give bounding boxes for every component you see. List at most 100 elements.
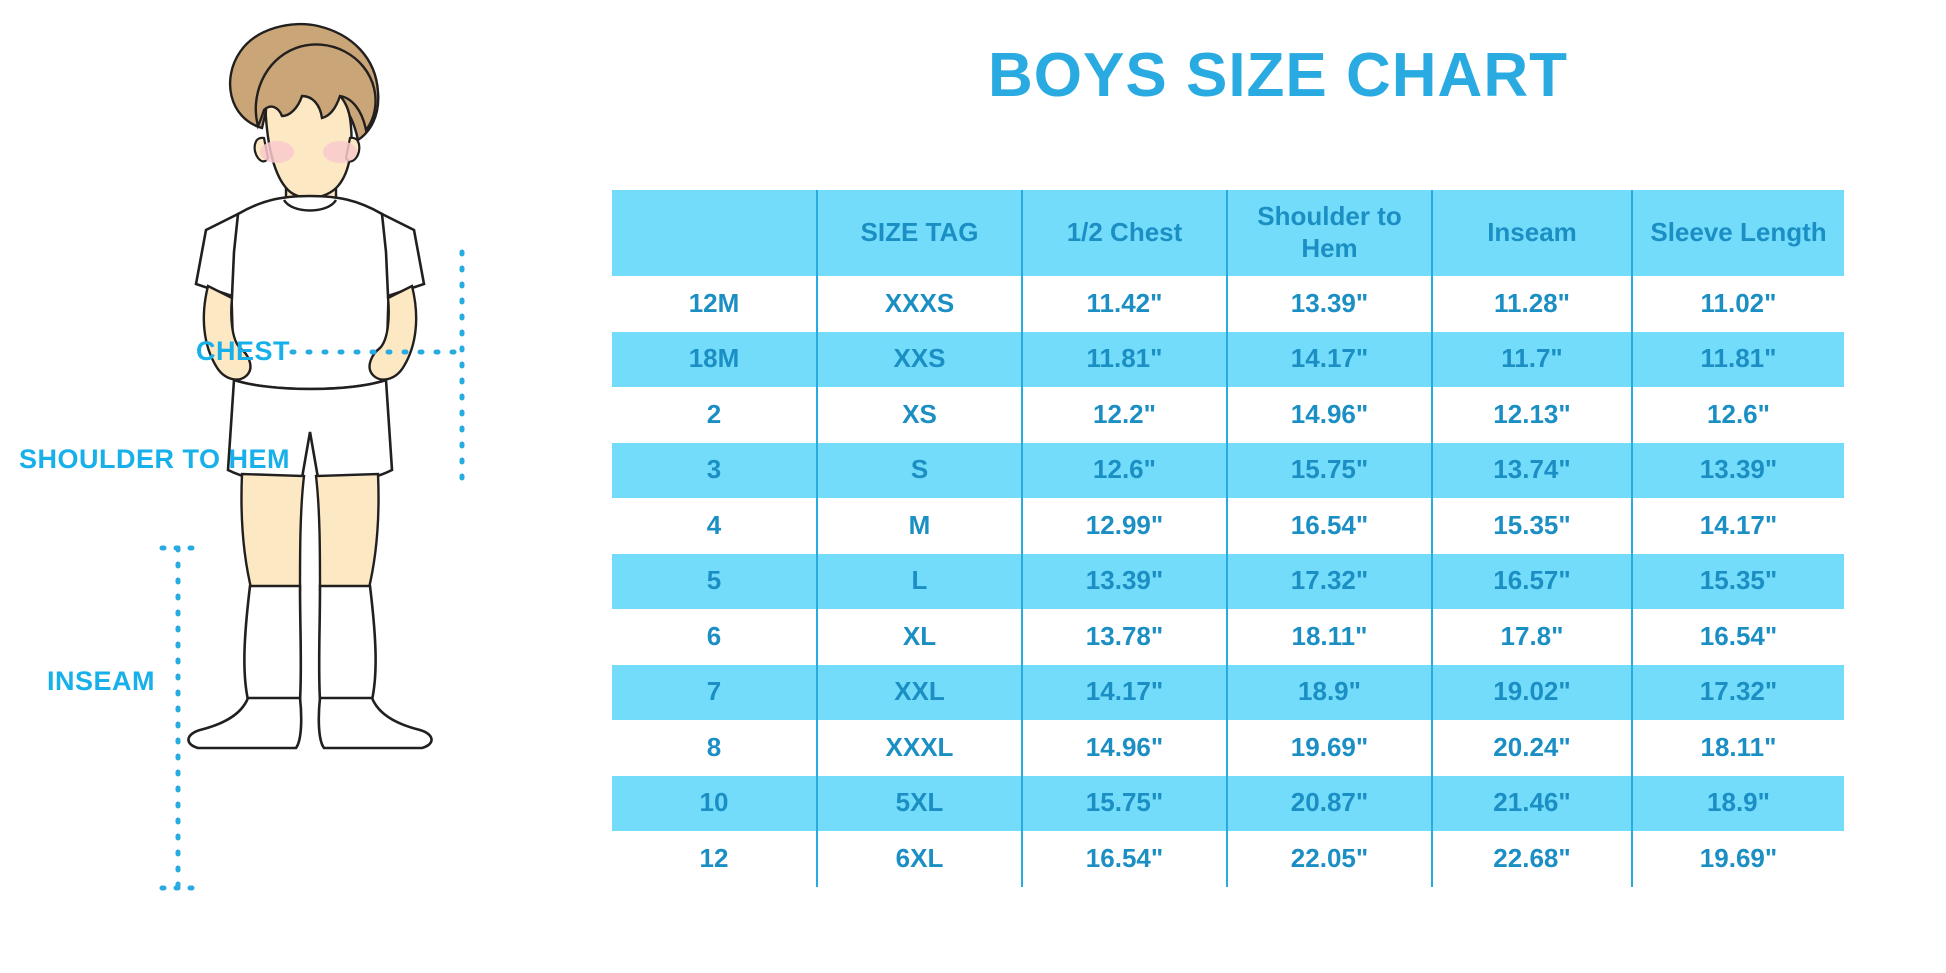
cell-inseam: 16.57"	[1431, 553, 1632, 609]
cell-size-tag: XXXS	[816, 276, 1022, 332]
cell-size: 8	[612, 720, 817, 776]
cell-half-chest: 12.99"	[1021, 498, 1227, 554]
sleeve-right	[380, 211, 426, 298]
cell-sleeve-length: 11.02"	[1631, 276, 1844, 332]
cell-sleeve-length: 19.69"	[1631, 831, 1844, 887]
cell-size: 6	[612, 609, 817, 665]
shoe-right	[317, 696, 433, 750]
table-row: 4 M 12.99" 16.54" 15.35" 14.17"	[612, 498, 1844, 554]
cell-inseam: 20.24"	[1431, 720, 1632, 776]
cell-size: 18M	[612, 331, 817, 387]
hair-front	[254, 43, 377, 133]
cell-size-tag: XXS	[816, 331, 1022, 387]
leg-left	[240, 472, 306, 594]
table-row: 5 L 13.39" 17.32" 16.57" 15.35"	[612, 553, 1844, 609]
cell-half-chest: 12.6"	[1021, 442, 1227, 498]
cell-sleeve-length: 16.54"	[1631, 609, 1844, 665]
size-table-header: SIZE TAG 1/2 Chest Shoulder to Hem Insea…	[612, 190, 1844, 276]
cell-shoulder-to-hem: 14.17"	[1226, 331, 1432, 387]
cell-half-chest: 14.17"	[1021, 664, 1227, 720]
cell-size: 2	[612, 387, 817, 443]
cell-shoulder-to-hem: 18.9"	[1226, 664, 1432, 720]
cell-shoulder-to-hem: 17.32"	[1226, 553, 1432, 609]
cell-half-chest: 12.2"	[1021, 387, 1227, 443]
cheek-left	[260, 141, 294, 163]
sock-right	[317, 584, 377, 702]
cell-half-chest: 14.96"	[1021, 720, 1227, 776]
cell-size: 12M	[612, 276, 817, 332]
cheek-right	[323, 141, 357, 163]
cell-size-tag: M	[816, 498, 1022, 554]
cell-size-tag: XXL	[816, 664, 1022, 720]
cell-shoulder-to-hem: 20.87"	[1226, 775, 1432, 831]
collar	[282, 199, 338, 212]
cell-half-chest: 13.78"	[1021, 609, 1227, 665]
size-table-container: SIZE TAG 1/2 Chest Shoulder to Hem Insea…	[612, 190, 1844, 887]
cell-shoulder-to-hem: 13.39"	[1226, 276, 1432, 332]
cell-size-tag: 5XL	[816, 775, 1022, 831]
cell-size: 12	[612, 831, 817, 887]
table-row: 6 XL 13.78" 18.11" 17.8" 16.54"	[612, 609, 1844, 665]
table-row: 2 XS 12.2" 14.96" 12.13" 12.6"	[612, 387, 1844, 443]
cell-sleeve-length: 18.9"	[1631, 775, 1844, 831]
column-header-half-chest: 1/2 Chest	[1021, 190, 1227, 276]
table-row: 8 XXXL 14.96" 19.69" 20.24" 18.11"	[612, 720, 1844, 776]
table-header-row: SIZE TAG 1/2 Chest Shoulder to Hem Insea…	[612, 190, 1844, 276]
cell-half-chest: 15.75"	[1021, 775, 1227, 831]
cell-half-chest: 13.39"	[1021, 553, 1227, 609]
column-header-size	[612, 190, 817, 276]
arm-left	[202, 284, 252, 381]
cell-inseam: 19.02"	[1431, 664, 1632, 720]
table-row: 10 5XL 15.75" 20.87" 21.46" 18.9"	[612, 775, 1844, 831]
sock-left	[243, 584, 303, 702]
cell-size-tag: XXXL	[816, 720, 1022, 776]
table-row: 3 S 12.6" 15.75" 13.74" 13.39"	[612, 442, 1844, 498]
cell-sleeve-length: 12.6"	[1631, 387, 1844, 443]
table-row: 12M XXXS 11.42" 13.39" 11.28" 11.02"	[612, 276, 1844, 332]
column-header-size-tag: SIZE TAG	[816, 190, 1022, 276]
cell-sleeve-length: 13.39"	[1631, 442, 1844, 498]
cell-shoulder-to-hem: 22.05"	[1226, 831, 1432, 887]
size-table-body: 12M XXXS 11.42" 13.39" 11.28" 11.02" 18M…	[612, 276, 1844, 887]
column-header-sleeve-length: Sleeve Length	[1631, 190, 1844, 276]
shoulder-to-hem-label: SHOULDER TO HEM	[18, 444, 290, 474]
table-row: 7 XXL 14.17" 18.9" 19.02" 17.32"	[612, 664, 1844, 720]
cell-size: 10	[612, 775, 817, 831]
cell-size: 4	[612, 498, 817, 554]
cell-sleeve-length: 11.81"	[1631, 331, 1844, 387]
cell-size-tag: S	[816, 442, 1022, 498]
column-header-shoulder-to-hem: Shoulder to Hem	[1226, 190, 1432, 276]
boy-figure-illustration: CHEST SHOULDER TO HEM INSEAM	[0, 0, 600, 973]
cell-inseam: 17.8"	[1431, 609, 1632, 665]
table-row: 18M XXS 11.81" 14.17" 11.7" 11.81"	[612, 331, 1844, 387]
cell-half-chest: 11.81"	[1021, 331, 1227, 387]
table-row: 12 6XL 16.54" 22.05" 22.68" 19.69"	[612, 831, 1844, 887]
cell-sleeve-length: 17.32"	[1631, 664, 1844, 720]
chest-label: CHEST	[195, 336, 290, 366]
cell-inseam: 11.28"	[1431, 276, 1632, 332]
arm-right	[368, 284, 418, 381]
cell-size: 3	[612, 442, 817, 498]
cell-shoulder-to-hem: 18.11"	[1226, 609, 1432, 665]
boy-figure-svg	[159, 22, 465, 891]
cell-size-tag: L	[816, 553, 1022, 609]
page-title: BOYS SIZE CHART	[988, 41, 1568, 110]
cell-size-tag: 6XL	[816, 831, 1022, 887]
cell-inseam: 21.46"	[1431, 775, 1632, 831]
shoe-left	[187, 696, 303, 750]
cell-inseam: 11.7"	[1431, 331, 1632, 387]
cell-inseam: 22.68"	[1431, 831, 1632, 887]
cell-size-tag: XL	[816, 609, 1022, 665]
cell-shoulder-to-hem: 16.54"	[1226, 498, 1432, 554]
cell-size: 7	[612, 664, 817, 720]
cell-shoulder-to-hem: 19.69"	[1226, 720, 1432, 776]
cell-half-chest: 11.42"	[1021, 276, 1227, 332]
cell-size-tag: XS	[816, 387, 1022, 443]
cell-inseam: 13.74"	[1431, 442, 1632, 498]
cell-shoulder-to-hem: 14.96"	[1226, 387, 1432, 443]
sleeve-left	[194, 211, 240, 298]
cell-sleeve-length: 14.17"	[1631, 498, 1844, 554]
cell-shoulder-to-hem: 15.75"	[1226, 442, 1432, 498]
column-header-inseam: Inseam	[1431, 190, 1632, 276]
